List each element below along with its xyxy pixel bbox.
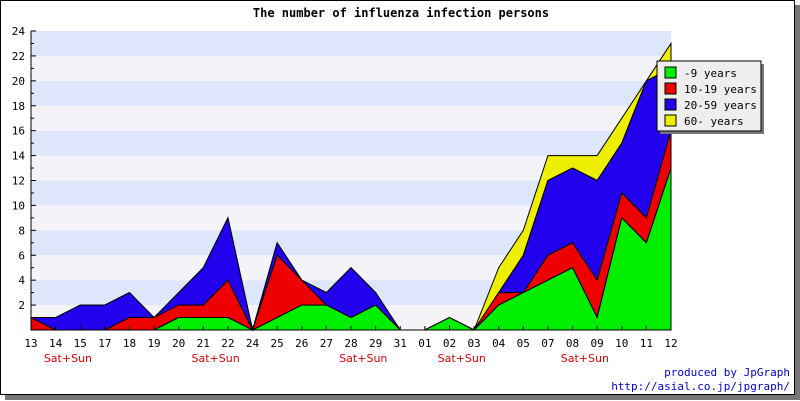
x-tick-label: 07 — [541, 337, 554, 350]
axes — [30, 30, 672, 331]
legend-swatch — [664, 98, 677, 111]
y-tick-label: 16 — [12, 125, 25, 138]
credit-line-1: produced by JpGraph — [664, 366, 790, 379]
grid-band — [31, 105, 671, 131]
x-tick-label: 05 — [517, 337, 530, 350]
legend-swatch — [664, 82, 677, 95]
x-tick-label: 15 — [74, 337, 87, 350]
weekend-label: Sat+Sun — [438, 352, 486, 365]
grid-band — [31, 55, 671, 81]
x-tick-label: 03 — [467, 337, 480, 350]
x-tick-label: 14 — [49, 337, 63, 350]
y-tick-label: 20 — [12, 75, 25, 88]
x-tick-label: 29 — [369, 337, 382, 350]
x-tick-label: 31 — [394, 337, 407, 350]
y-tick-label: 10 — [12, 199, 25, 212]
y-tick-label: 6 — [18, 249, 25, 262]
weekend-label: Sat+Sun — [561, 352, 609, 365]
x-tick-label: 09 — [591, 337, 604, 350]
y-tick-label: 4 — [18, 274, 25, 287]
y-tick-label: 14 — [12, 150, 26, 163]
x-tick-label: 20 — [172, 337, 185, 350]
x-tick-label: 28 — [344, 337, 357, 350]
grid-band — [31, 31, 671, 56]
y-tick-label: 22 — [12, 50, 25, 63]
legend-swatch — [664, 66, 677, 79]
weekend-label: Sat+Sun — [44, 352, 92, 365]
x-tick-label: 17 — [98, 337, 111, 350]
credit-line-2: http://asial.co.jp/jpgraph/ — [611, 380, 790, 393]
x-tick-label: 11 — [640, 337, 653, 350]
x-tick-label: 26 — [295, 337, 308, 350]
x-tick-label: 13 — [24, 337, 37, 350]
x-tick-label: 04 — [492, 337, 506, 350]
x-tick-label: 10 — [615, 337, 628, 350]
legend-label: 10-19 years — [684, 83, 757, 96]
x-tick-label: 27 — [320, 337, 333, 350]
grid-band — [31, 80, 671, 106]
legend-label: -9 years — [684, 67, 737, 80]
chart-title: The number of influenza infection person… — [253, 6, 549, 20]
x-tick-label: 19 — [147, 337, 160, 350]
grid-band — [31, 130, 671, 156]
weekend-label: Sat+Sun — [192, 352, 240, 365]
x-tick-label: 08 — [566, 337, 579, 350]
y-tick-label: 8 — [18, 224, 25, 237]
x-tick-label: 12 — [664, 337, 677, 350]
weekend-label: Sat+Sun — [339, 352, 387, 365]
x-tick-label: 02 — [443, 337, 456, 350]
x-tick-label: 21 — [197, 337, 210, 350]
legend-swatch — [664, 114, 677, 127]
y-tick-label: 12 — [12, 175, 25, 188]
legend-label: 60- years — [684, 115, 744, 128]
y-tick-label: 18 — [12, 100, 25, 113]
legend-label: 20-59 years — [684, 99, 757, 112]
y-tick-label: 24 — [12, 25, 26, 38]
x-tick-labels: 13 14 15 17 18 19 20 21 22 24 25 26 27 28 29 31 01 02 03 04… — [24, 337, 677, 365]
x-tick-label: 24 — [246, 337, 260, 350]
x-tick-label: 01 — [418, 337, 431, 350]
x-tick-label: 25 — [271, 337, 284, 350]
chart-frame: The number of influenza infection person… — [0, 0, 795, 395]
y-tick-label: 2 — [18, 299, 25, 312]
legend: -9 years 10-19 years 20-59 years 60- years — [656, 60, 764, 134]
x-tick-label: 18 — [123, 337, 136, 350]
x-tick-label: 22 — [221, 337, 234, 350]
